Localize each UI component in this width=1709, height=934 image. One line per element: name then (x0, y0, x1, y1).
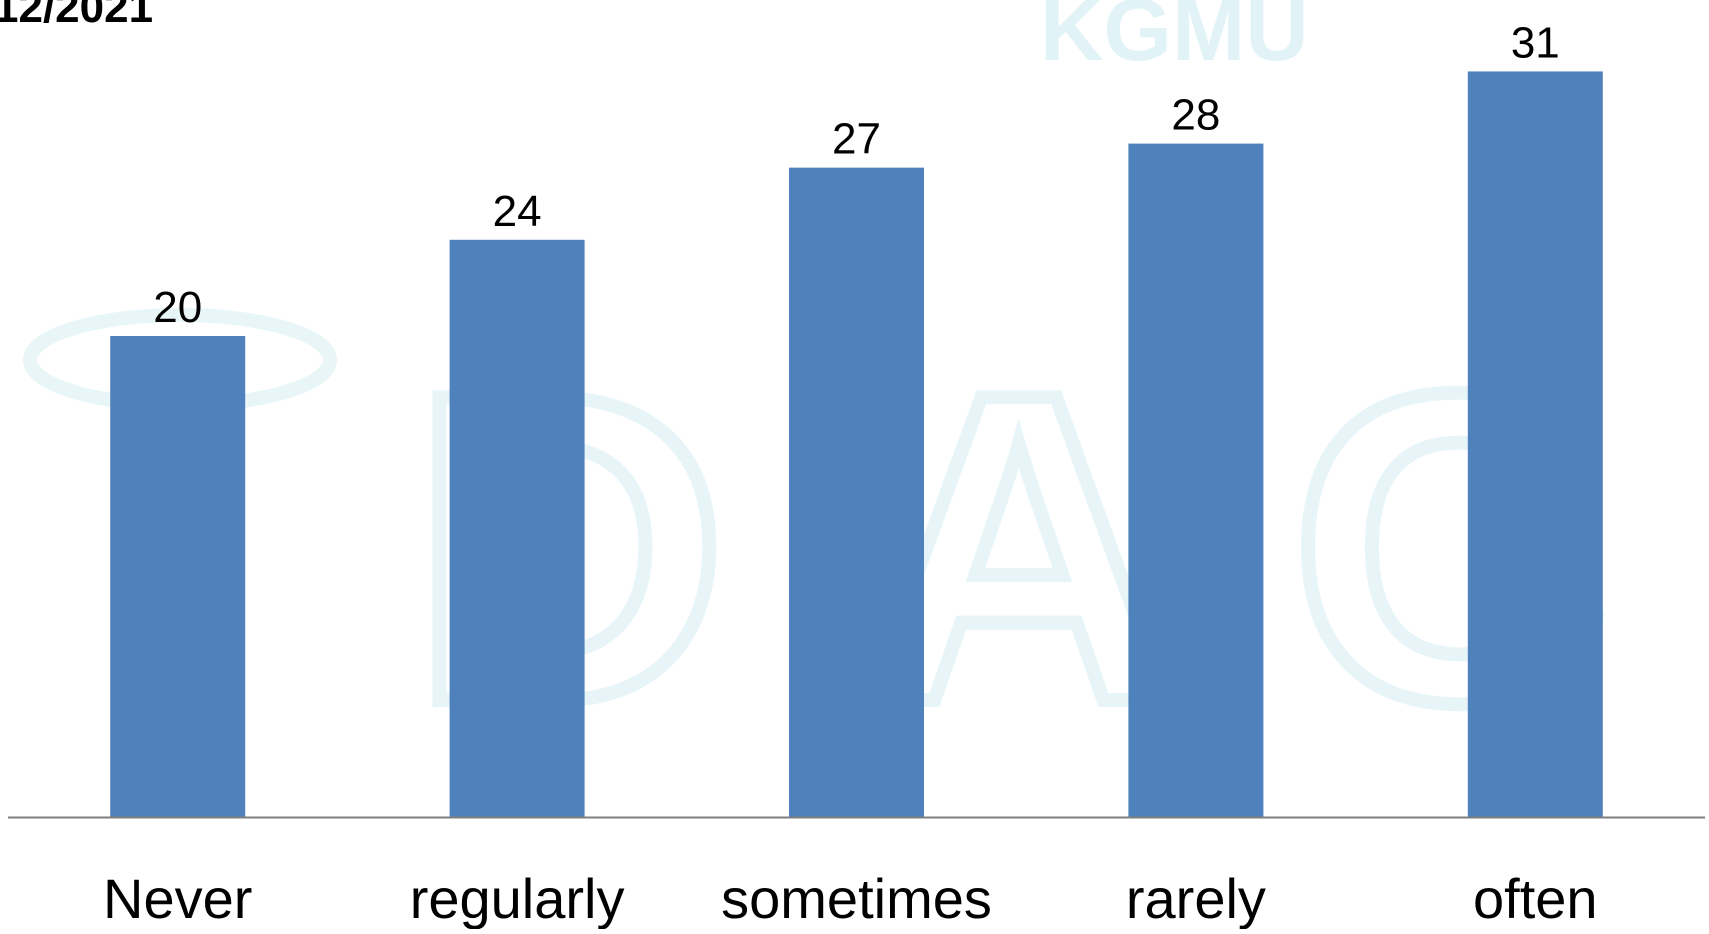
bar-regularly (449, 239, 585, 818)
data-labels-group: 20 24 27 28 31 (153, 18, 1560, 332)
category-label-often: often (1473, 867, 1598, 929)
data-label-often: 31 (1511, 18, 1560, 67)
bar-often (1467, 71, 1603, 817)
category-label-never: Never (103, 867, 252, 929)
category-label-regularly: regularly (410, 867, 625, 929)
category-label-sometimes: sometimes (721, 867, 992, 929)
category-labels-group: Never regularly sometimes rarely often (103, 867, 1598, 930)
title-fragment: 12/2021 (0, 0, 154, 32)
category-label-rarely: rarely (1126, 867, 1266, 929)
bars-group (110, 71, 1603, 818)
bar-never (110, 336, 246, 817)
data-label-sometimes: 27 (832, 115, 881, 164)
data-label-regularly: 24 (493, 187, 542, 236)
bar-sometimes (789, 167, 924, 817)
data-label-never: 20 (153, 283, 202, 332)
watermark-kgmu: KGMU (1040, 0, 1309, 79)
data-label-rarely: 28 (1171, 91, 1220, 140)
bar-rarely (1128, 143, 1264, 818)
